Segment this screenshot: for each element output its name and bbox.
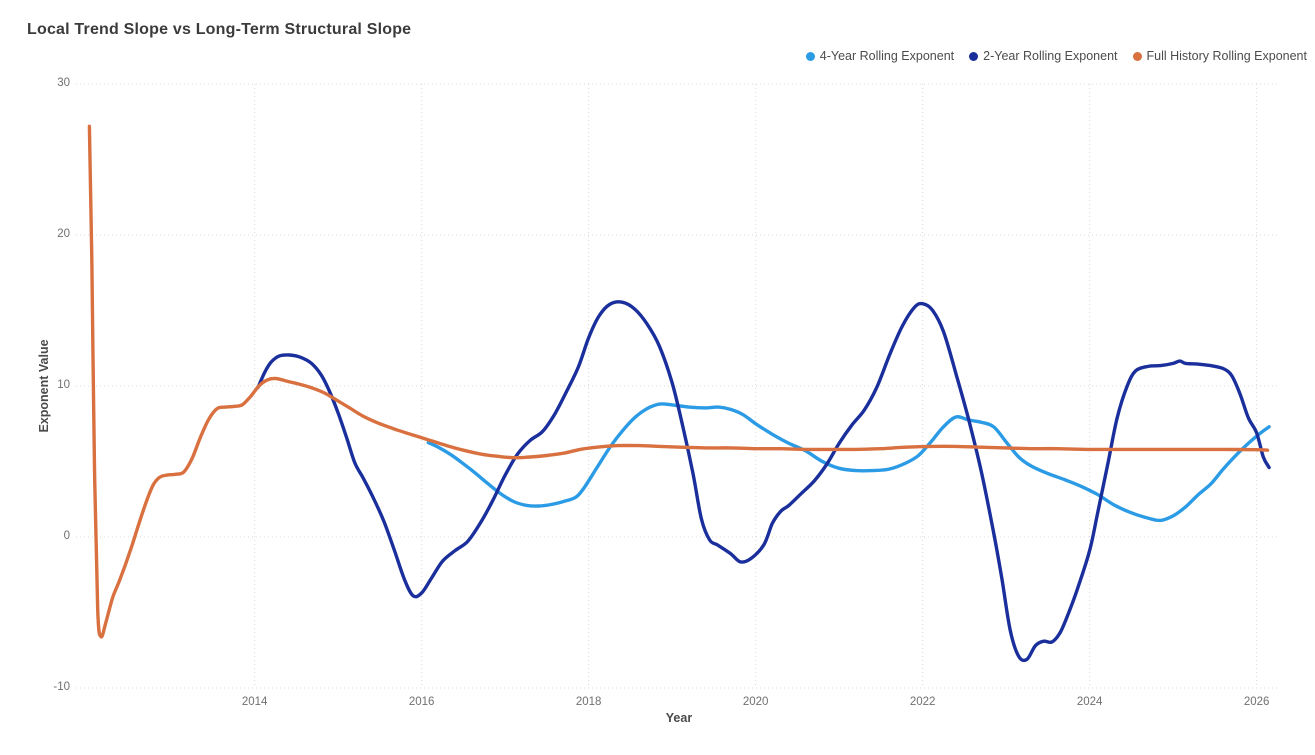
- chart-title: Local Trend Slope vs Long-Term Structura…: [27, 21, 412, 38]
- y-tick-label: -10: [53, 681, 70, 693]
- legend-item[interactable]: 2-Year Rolling Exponent: [969, 49, 1118, 63]
- legend-label: Full History Rolling Exponent: [1146, 49, 1308, 63]
- y-tick-label: 20: [57, 228, 70, 240]
- y-tick-label: 0: [63, 530, 70, 542]
- x-tick-label: 2016: [408, 696, 435, 708]
- series-line-full-history-rolling-exponent: [87, 124, 1270, 639]
- x-axis-title: Year: [665, 711, 693, 725]
- series-line-4-year-rolling-exponent: [426, 402, 1271, 523]
- x-tick-label: 2020: [742, 696, 769, 708]
- series-line-2-year-rolling-exponent: [256, 300, 1271, 663]
- x-tick-label: 2022: [909, 696, 936, 708]
- legend-dot-icon: [805, 51, 815, 61]
- legend-dot-icon: [1132, 51, 1142, 61]
- legend-dot-icon: [969, 51, 979, 61]
- x-tick-label: 2026: [1243, 696, 1270, 708]
- legend-label: 2-Year Rolling Exponent: [983, 49, 1118, 63]
- x-tick-label: 2014: [241, 696, 268, 708]
- x-tick-label: 2018: [575, 696, 602, 708]
- y-tick-label: 10: [57, 379, 70, 391]
- legend-item[interactable]: 4-Year Rolling Exponent: [805, 49, 955, 63]
- legend-item[interactable]: Full History Rolling Exponent: [1132, 49, 1308, 63]
- y-tick-label: 30: [57, 77, 70, 89]
- legend: 4-Year Rolling Exponent 2-Year Rolling Ex…: [805, 49, 1308, 63]
- x-tick-label: 2024: [1076, 696, 1103, 708]
- legend-label: 4-Year Rolling Exponent: [819, 49, 955, 63]
